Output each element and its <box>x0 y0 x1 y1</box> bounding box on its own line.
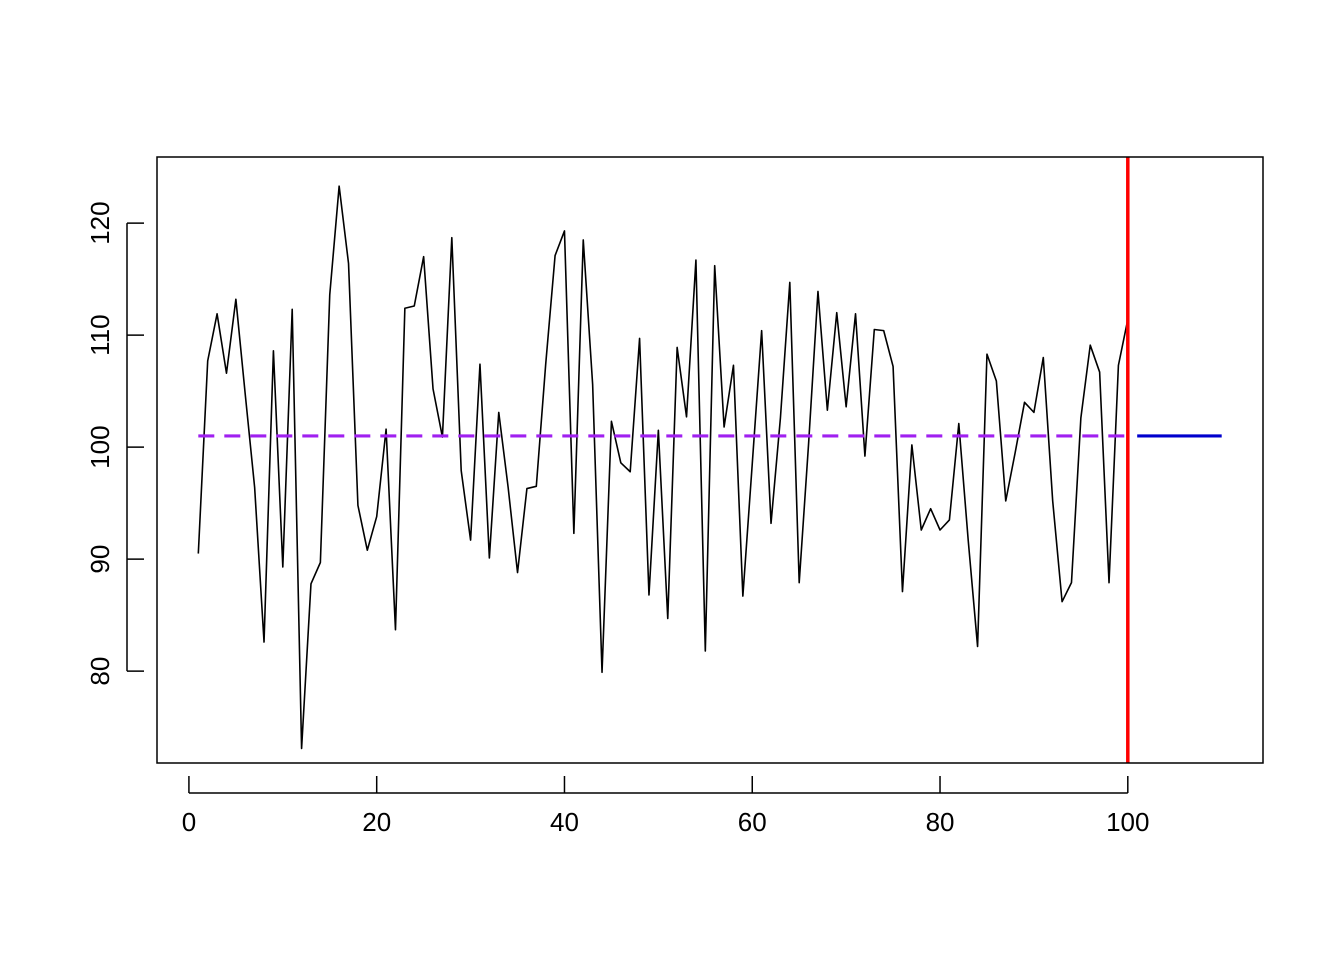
x-tick-label: 60 <box>738 807 767 837</box>
x-tick-label: 100 <box>1106 807 1149 837</box>
y-tick-label: 90 <box>85 545 115 574</box>
y-tick-label: 80 <box>85 657 115 686</box>
axes: 0 20 40 60 80 100 80 90 100 110 120 <box>85 201 1149 837</box>
y-tick-label: 120 <box>85 201 115 244</box>
y-tick-label: 100 <box>85 425 115 468</box>
series-line-observed <box>197 185 1129 750</box>
plot-frame <box>156 156 1264 764</box>
plot-marks <box>197 157 1222 763</box>
x-tick-label: 40 <box>550 807 579 837</box>
x-tick-label: 80 <box>926 807 955 837</box>
x-tick-label: 20 <box>362 807 391 837</box>
x-tick-label: 0 <box>182 807 196 837</box>
y-tick-label: 110 <box>85 314 115 355</box>
